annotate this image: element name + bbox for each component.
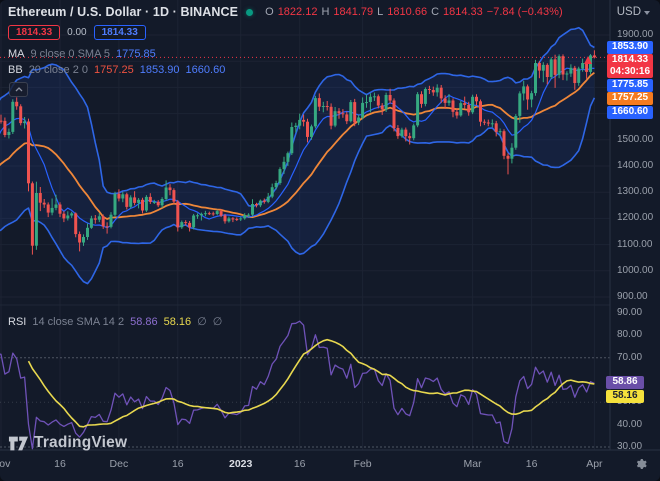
price-tick-label: 1100.00 bbox=[617, 238, 653, 250]
ma-value: 1775.85 bbox=[116, 48, 156, 60]
bb-lower-badge: 1660.60 bbox=[607, 105, 653, 119]
time-tick-label: Dec bbox=[109, 458, 129, 470]
time-tick-label: 16 bbox=[171, 458, 184, 470]
ohlc-values: O 1822.12 H 1841.79 L 1810.66 C 1814.33 −7.8… bbox=[265, 6, 563, 18]
price-tick-label: 1000.00 bbox=[617, 264, 654, 276]
empty-set-icon: ∅ bbox=[212, 316, 223, 328]
price-tick-label: 1200.00 bbox=[617, 212, 654, 224]
bb-upper-badge: 1853.90 bbox=[607, 40, 653, 54]
buy-price-button[interactable]: 1814.33 bbox=[93, 25, 146, 40]
last-price-badge: 1814.33 04:30:16 bbox=[607, 54, 653, 79]
legend-bb[interactable]: BB 20 close 2 0 1757.25 1853.90 1660.60 bbox=[8, 64, 226, 76]
rsi-tick-label: 90.00 bbox=[617, 307, 643, 318]
time-tick-label: 2023 bbox=[229, 458, 253, 470]
time-tick-label: Nov bbox=[0, 458, 11, 470]
bb-lower-value: 1660.60 bbox=[185, 64, 226, 76]
legend-ma[interactable]: MA 9 close 0 SMA 5 1775.85 bbox=[8, 48, 156, 60]
rsi-sma-value: 58.16 bbox=[163, 315, 192, 328]
price-tick-label: 1900.00 bbox=[617, 29, 654, 40]
rsi-value: 58.86 bbox=[130, 315, 158, 328]
price-tick-label: 900.00 bbox=[617, 291, 648, 302]
rsi-sma-badge: 58.16 bbox=[606, 389, 644, 403]
rsi-badge: 58.86 bbox=[606, 376, 644, 389]
legend-collapse-button[interactable] bbox=[9, 82, 28, 97]
spread-value: 0.00 bbox=[67, 27, 87, 38]
bb-upper-value: 1853.90 bbox=[139, 64, 180, 76]
time-tick-label: Feb bbox=[353, 458, 372, 470]
empty-set-icon: ∅ bbox=[197, 316, 207, 328]
price-tick-label: 1400.00 bbox=[617, 160, 654, 171]
tradingview-logo[interactable]: TradingView bbox=[8, 434, 127, 452]
tradingview-logo-icon bbox=[8, 436, 29, 450]
time-tick-label: 16 bbox=[293, 458, 306, 470]
timezone-settings-icon[interactable] bbox=[635, 457, 647, 475]
change-value: −7.84 (−0.43%) bbox=[486, 6, 563, 18]
chevron-down-icon bbox=[644, 10, 650, 15]
sell-price-button[interactable]: 1814.33 bbox=[8, 25, 61, 40]
rsi-tick-label: 30.00 bbox=[617, 441, 643, 452]
currency-dropdown[interactable]: USD bbox=[617, 6, 650, 18]
price-tick-label: 1300.00 bbox=[617, 186, 654, 198]
time-tick-label: 16 bbox=[525, 458, 538, 470]
rsi-tick-label: 70.00 bbox=[617, 351, 643, 363]
bb-basis-value: 1757.25 bbox=[94, 64, 134, 76]
ma-badge: 1775.85 bbox=[607, 78, 653, 92]
price-axis[interactable]: 1900.001800.001700.001600.001500.001400.… bbox=[606, 0, 660, 452]
rsi-tick-label: 80.00 bbox=[617, 329, 643, 341]
time-tick-label: Mar bbox=[463, 458, 482, 470]
time-axis[interactable]: Nov 16 Dec 16 2023 16 Feb Mar 16 Apr bbox=[0, 450, 660, 481]
rsi-tick-label: 40.00 bbox=[617, 418, 643, 430]
market-status-icon bbox=[246, 8, 254, 16]
time-tick-label: 16 bbox=[54, 458, 66, 470]
price-tick-label: 1500.00 bbox=[617, 133, 654, 145]
bb-basis-badge: 1757.25 bbox=[607, 92, 653, 106]
time-tick-label: Apr bbox=[586, 458, 603, 470]
symbol-title[interactable]: Ethereum / U.S. Dollar · 1D · BINANCE bbox=[8, 5, 239, 19]
legend-rsi[interactable]: RSI 14 close SMA 14 2 58.86 58.16 ∅ ∅ bbox=[8, 315, 223, 329]
